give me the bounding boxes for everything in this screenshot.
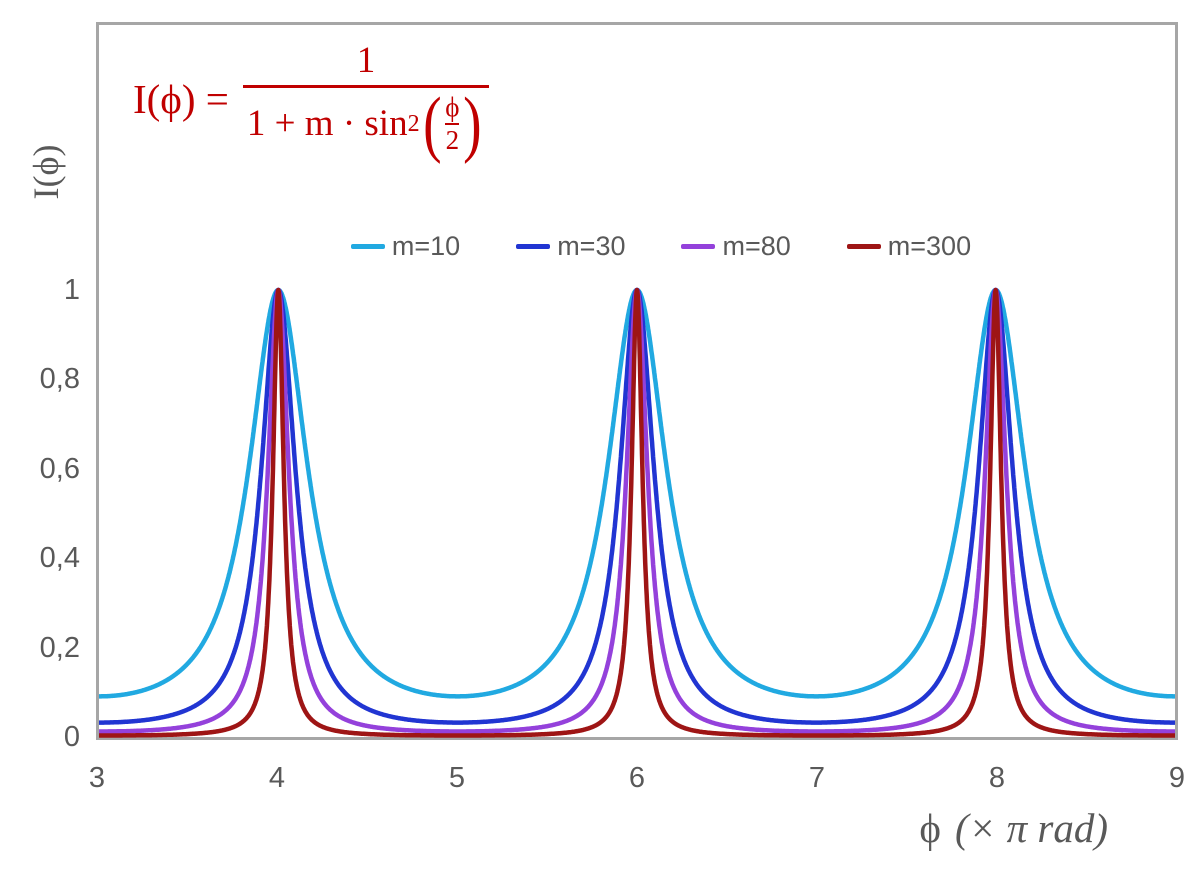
formula-inner-numerator: ϕ	[445, 91, 460, 122]
legend-line-icon	[516, 244, 551, 249]
formula-inner-fraction-bar	[445, 122, 460, 125]
y-tick-label: 0	[63, 721, 80, 753]
curve-m=30	[97, 287, 1177, 725]
legend-label: m=10	[391, 231, 461, 261]
x-tick-label: 9	[1168, 762, 1186, 794]
y-tick-label: 1	[63, 274, 80, 306]
formula-lhs: I(ϕ) =	[133, 76, 229, 123]
legend-line-icon	[681, 244, 716, 249]
formula-denominator: 1 + m · sin 2 ( ϕ 2 )	[246, 82, 483, 165]
formula-fraction-bar	[242, 84, 490, 88]
y-tick-label: 0,8	[39, 363, 80, 396]
y-tick-label: 0,2	[39, 631, 80, 664]
formula-annotation: I(ϕ) = 1 1 + m · sin 2 ( ϕ 2 )	[133, 40, 490, 165]
formula-inner-fraction: ϕ 2	[445, 91, 460, 155]
x-axis-title: ϕ (× π rad)	[919, 804, 1108, 852]
legend-entry-m=30: m=30	[516, 231, 625, 262]
legend: m=10 m=30 m=80 m=300	[123, 231, 1199, 262]
formula-den-prefix: 1 + m · sin	[246, 102, 408, 144]
legend-entry-m=80: m=80	[681, 231, 791, 262]
legend-label: m=80	[722, 231, 791, 261]
formula-paren-open: (	[422, 82, 442, 165]
x-tick-label: 4	[268, 762, 286, 794]
legend-entry-m=300: m=300	[846, 231, 972, 262]
formula-fraction: 1 1 + m · sin 2 ( ϕ 2 )	[242, 40, 490, 165]
x-axis-title-phi: ϕ	[919, 805, 942, 851]
legend-line-icon	[350, 244, 385, 249]
curve-m=80	[97, 287, 1177, 734]
x-axis-title-units: (× π rad)	[955, 805, 1108, 851]
formula-numerator: 1	[356, 40, 376, 81]
x-tick-label: 5	[448, 762, 466, 794]
y-axis-title: I(ϕ)	[26, 144, 66, 200]
x-tick-label: 7	[808, 762, 826, 794]
legend-label: m=300	[887, 231, 972, 261]
x-tick-label: 3	[88, 762, 106, 794]
plot-area: I(ϕ) = 1 1 + m · sin 2 ( ϕ 2 ) m=10 m=30 m=…	[96, 22, 1178, 740]
curve-m=300	[97, 287, 1177, 738]
x-tick-label: 8	[988, 762, 1006, 794]
legend-line-icon	[846, 244, 881, 249]
curves-canvas	[97, 287, 1177, 738]
formula-paren-close: )	[463, 82, 483, 165]
legend-entry-m=10: m=10	[350, 231, 461, 262]
x-tick-label: 6	[628, 762, 646, 794]
y-tick-label: 0,4	[39, 542, 80, 575]
y-tick-label: 0,6	[39, 452, 80, 485]
formula-inner-denominator: 2	[445, 124, 460, 155]
legend-label: m=30	[557, 231, 626, 261]
